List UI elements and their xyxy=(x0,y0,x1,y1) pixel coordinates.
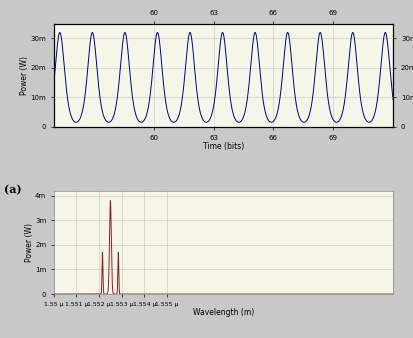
Text: (a): (a) xyxy=(4,184,22,195)
Y-axis label: Power (W): Power (W) xyxy=(24,223,33,262)
X-axis label: Time (bits): Time (bits) xyxy=(202,142,244,151)
Y-axis label: Power (W): Power (W) xyxy=(20,56,29,95)
X-axis label: Wavelength (m): Wavelength (m) xyxy=(192,308,254,317)
